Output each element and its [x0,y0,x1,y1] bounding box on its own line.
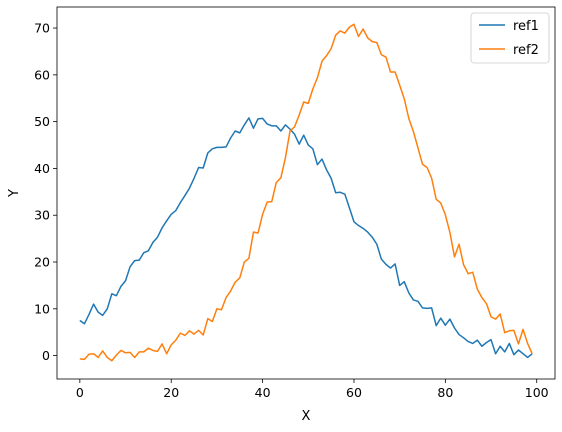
series-layer [79,23,533,362]
x-axis-label: X [302,409,311,424]
plot-area [57,7,555,379]
x-axis-ticks: 0 20 40 60 80 100 [76,379,549,400]
series-line-ref1 [79,117,533,359]
y-tick-label: 50 [34,114,50,129]
x-tick-label: 20 [163,385,179,400]
plot-frame [56,6,556,380]
y-axis-ticks: 0 10 20 30 40 50 60 70 [34,21,57,363]
x-tick-label: 60 [346,385,362,400]
y-tick-label: 60 [34,67,50,82]
x-tick-label: 80 [437,385,453,400]
legend: ref1 ref2 [470,12,550,64]
y-tick-label: 10 [34,301,50,316]
y-tick-label: 70 [34,21,50,36]
series-line-ref2 [79,23,533,362]
y-tick-label: 20 [34,255,50,270]
y-axis-label: Y [7,189,22,198]
y-tick-label: 0 [42,348,50,363]
y-tick-label: 40 [34,161,50,176]
x-tick-label: 40 [255,385,271,400]
legend-label-ref1: ref1 [513,19,539,34]
x-tick-label: 0 [76,385,84,400]
y-tick-label: 30 [34,208,50,223]
x-tick-label: 100 [525,385,549,400]
legend-label-ref2: ref2 [513,43,539,58]
